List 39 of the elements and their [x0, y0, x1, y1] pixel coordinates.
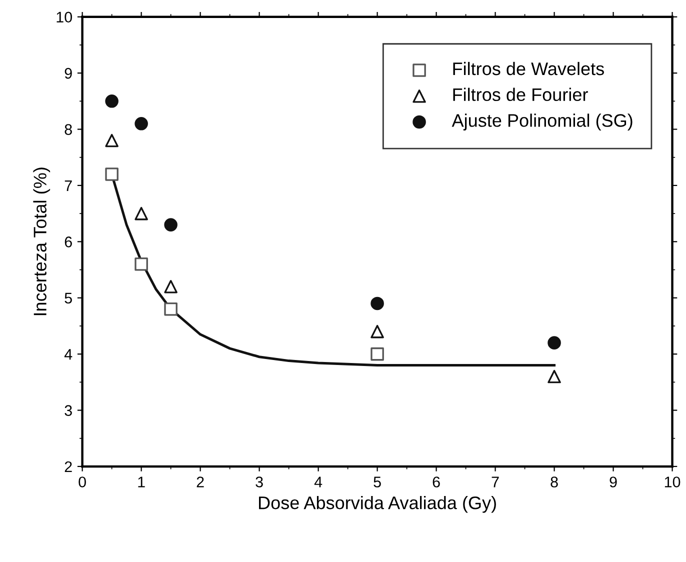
point: [548, 370, 561, 384]
y-tick-label: 5: [64, 292, 72, 304]
x-tick-label: 0: [78, 476, 86, 488]
x-tick-label: 1: [138, 476, 145, 488]
x-tick-label: 5: [374, 476, 381, 488]
x-tick-label: 6: [432, 476, 440, 488]
point: [105, 168, 118, 181]
point: [370, 296, 384, 310]
point: [370, 347, 384, 361]
legend-label: Ajuste Polinomial (SG): [452, 114, 632, 130]
point: [164, 302, 178, 316]
y-tick-label: 2: [64, 461, 72, 472]
y-tick-label: 7: [64, 180, 72, 191]
x-tick-label: 4: [314, 476, 322, 488]
legend-label: Filtros de Wavelets: [453, 62, 604, 76]
x-tick-label: 2: [196, 476, 204, 488]
x-tick-label: 10: [664, 476, 680, 488]
point: [105, 134, 118, 148]
point: [134, 206, 148, 220]
y-tick-label: 10: [56, 12, 72, 23]
point: [164, 280, 178, 294]
x-tick-label: 7: [492, 476, 499, 488]
y-tick-label: 3: [64, 405, 72, 416]
x-tick-label: 3: [256, 476, 263, 488]
legend-label: Filtros de Fourier: [453, 88, 588, 102]
x-axis-title: Dose Absorvida Avaliada (Gy): [259, 496, 496, 513]
y-tick-label: 9: [64, 68, 72, 79]
y-tick-label: 8: [64, 124, 72, 135]
y-tick-label: 4: [64, 349, 72, 360]
point: [164, 218, 178, 232]
point: [105, 94, 118, 108]
y-axis-title: Incerteza Total (%): [33, 168, 50, 316]
point: [370, 324, 384, 338]
x-tick-label: 8: [550, 476, 558, 488]
point: [134, 116, 148, 130]
point: [134, 257, 148, 271]
x-tick-label: 9: [610, 476, 617, 488]
y-tick-label: 6: [64, 236, 72, 248]
point: [548, 336, 561, 350]
